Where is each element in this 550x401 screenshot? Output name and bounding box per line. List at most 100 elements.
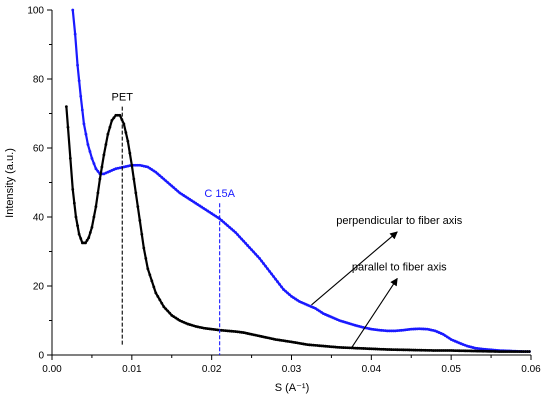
data-point: [186, 196, 190, 200]
data-point: [447, 349, 451, 352]
data-point: [413, 327, 417, 331]
data-point: [423, 348, 427, 352]
data-point: [387, 329, 391, 333]
data-point: [453, 349, 457, 352]
y-axis-title: Intensity (a.u.): [4, 148, 16, 218]
data-point: [254, 252, 257, 256]
data-point: [397, 329, 401, 332]
y-tick-label: 80: [33, 75, 45, 86]
data-point: [505, 350, 509, 353]
data-point: [441, 349, 445, 352]
data-point: [232, 329, 236, 333]
x-tick-label: 0.04: [362, 364, 382, 375]
data-point: [332, 345, 335, 349]
data-point: [182, 194, 186, 197]
data-point: [112, 116, 116, 120]
data-point: [381, 347, 385, 351]
data-point: [222, 220, 226, 224]
data-point: [443, 334, 447, 337]
data-point: [270, 272, 273, 276]
data-point: [322, 344, 325, 348]
data-point: [447, 336, 451, 340]
data-point: [409, 327, 413, 331]
data-point: [260, 259, 263, 263]
data-point: [515, 350, 519, 353]
data-point: [469, 349, 473, 353]
data-point: [240, 237, 244, 241]
data-point: [73, 32, 77, 36]
x-tick-label: 0.05: [441, 364, 461, 375]
data-point: [86, 143, 90, 146]
data-point: [421, 327, 425, 331]
series-callout-label: perpendicular to fiber axis: [336, 215, 462, 227]
data-point: [214, 214, 218, 218]
data-point: [292, 296, 295, 300]
data-point: [71, 188, 75, 191]
data-point: [87, 236, 91, 240]
data-point: [152, 169, 156, 173]
data-point: [224, 222, 228, 226]
data-point: [146, 267, 150, 271]
data-point: [79, 94, 83, 98]
data-point: [242, 239, 246, 243]
axes: 0.00 0.01 0.02 0.03 0.04 0.05 0.06 0 20 40 60 80 100: [27, 6, 541, 376]
data-point: [413, 348, 417, 352]
data-point: [280, 285, 283, 289]
data-point: [419, 327, 423, 331]
data-point: [176, 317, 180, 321]
data-point: [375, 347, 379, 351]
data-point: [286, 291, 289, 295]
data-point: [383, 329, 387, 333]
data-point: [148, 273, 152, 277]
data-point: [192, 200, 196, 204]
data-point: [389, 329, 393, 333]
data-point: [511, 350, 515, 353]
data-point: [166, 181, 170, 184]
data-point: [102, 153, 106, 157]
data-point: [96, 191, 100, 195]
data-point: [316, 308, 319, 312]
data-point: [142, 246, 146, 250]
data-point: [162, 305, 166, 309]
data-point: [377, 347, 381, 351]
data-point: [226, 224, 230, 228]
x-tick-label: 0.06: [521, 364, 541, 375]
data-point: [118, 113, 122, 117]
y-tick-label: 100: [27, 6, 44, 17]
data-point: [76, 224, 79, 228]
data-point: [415, 327, 419, 331]
data-point: [128, 151, 132, 155]
data-point: [92, 162, 96, 165]
data-point: [433, 349, 437, 352]
data-point: [294, 297, 297, 301]
data-point: [168, 182, 172, 186]
data-point: [154, 291, 158, 295]
data-point: [465, 349, 469, 353]
data-point: [338, 346, 341, 349]
data-point: [479, 349, 483, 353]
data-point: [517, 350, 521, 353]
data-point: [204, 208, 208, 212]
data-point: [449, 349, 453, 352]
data-point: [124, 131, 128, 134]
data-point: [134, 191, 138, 195]
data-point: [523, 350, 527, 353]
data-point: [473, 349, 477, 353]
data-point: [457, 349, 461, 353]
data-point: [206, 209, 210, 213]
data-point: [312, 343, 315, 347]
y-tick-label: 40: [33, 213, 45, 224]
data-point: [314, 343, 317, 347]
data-point: [85, 238, 89, 242]
data-point: [407, 348, 411, 352]
data-point: [403, 348, 407, 352]
x-tick-label: 0.02: [202, 364, 222, 375]
data-point: [158, 174, 162, 178]
data-point: [445, 335, 449, 339]
data-point: [74, 215, 78, 219]
data-point: [138, 219, 142, 222]
data-point: [379, 347, 383, 351]
data-point: [451, 349, 455, 352]
data-point: [429, 349, 433, 352]
